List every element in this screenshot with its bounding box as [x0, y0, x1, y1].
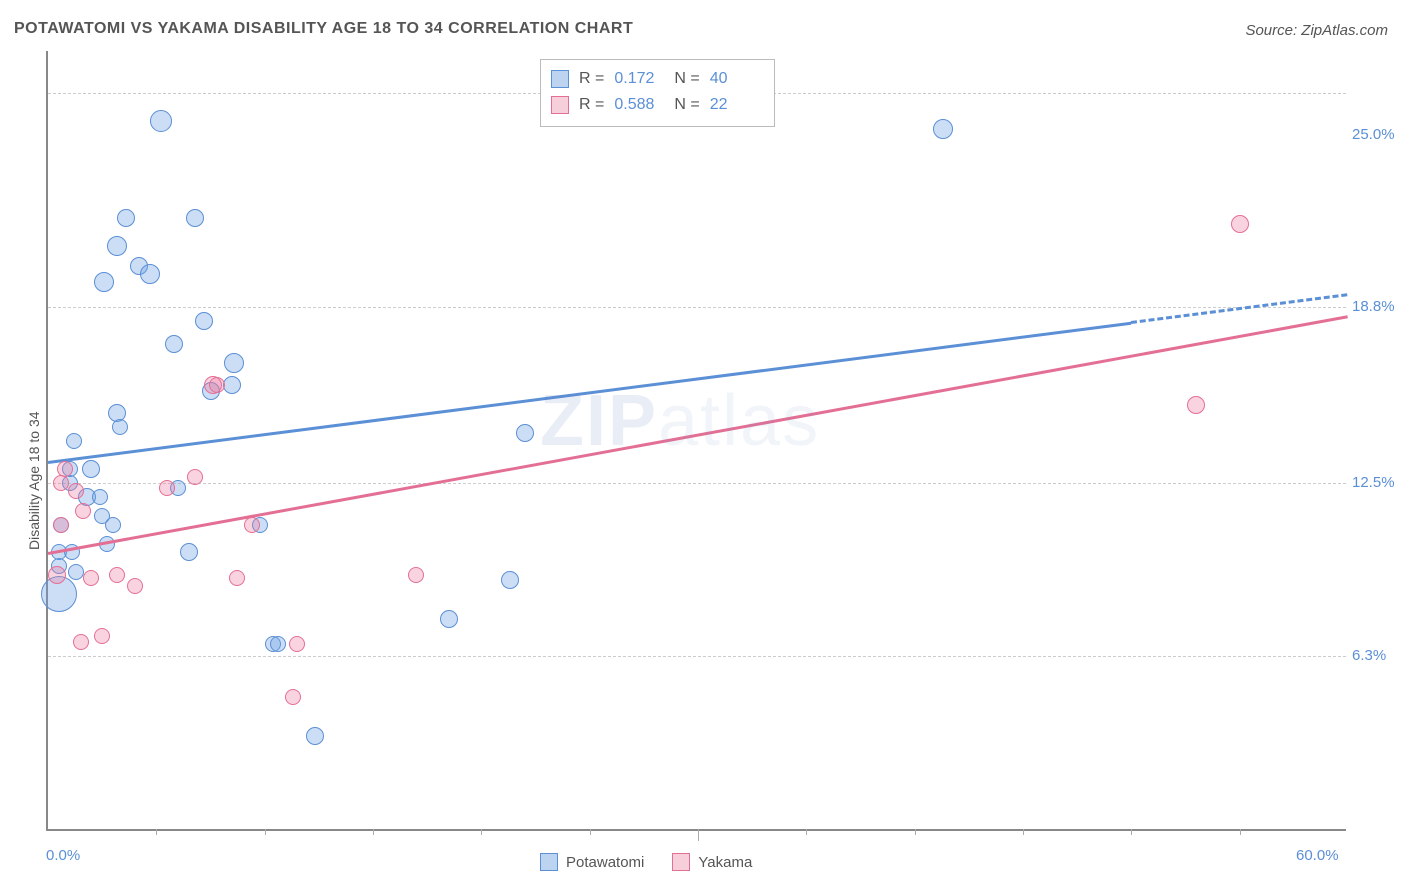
data-point	[83, 570, 99, 586]
data-point	[209, 377, 225, 393]
data-point	[94, 272, 114, 292]
x-tick-label: 0.0%	[46, 847, 80, 864]
y-tick-label: 12.5%	[1352, 474, 1395, 491]
source-label: Source: ZipAtlas.com	[1245, 22, 1388, 39]
data-point	[165, 335, 183, 353]
y-tick-label: 18.8%	[1352, 298, 1395, 315]
stat-r-label: R =	[579, 96, 604, 114]
data-point	[112, 419, 128, 435]
legend-label: Potawatomi	[566, 854, 644, 871]
data-point	[140, 264, 160, 284]
data-point	[75, 503, 91, 519]
data-point	[159, 480, 175, 496]
legend: Potawatomi Yakama	[540, 853, 752, 871]
stat-n-label: N =	[674, 96, 699, 114]
data-point	[82, 460, 100, 478]
data-point	[150, 110, 172, 132]
gridline	[48, 307, 1346, 308]
data-point	[223, 376, 241, 394]
data-point	[186, 209, 204, 227]
x-tick-minor	[373, 829, 374, 835]
x-tick-minor	[915, 829, 916, 835]
data-point	[68, 564, 84, 580]
x-tick-minor	[156, 829, 157, 835]
y-axis-label: Disability Age 18 to 34	[26, 412, 42, 551]
data-point	[229, 570, 245, 586]
x-tick-label: 60.0%	[1296, 847, 1339, 864]
trendline	[1131, 293, 1348, 324]
data-point	[180, 543, 198, 561]
data-point	[66, 433, 82, 449]
legend-swatch	[672, 853, 690, 871]
data-point	[285, 689, 301, 705]
data-point	[440, 610, 458, 628]
stats-row: R = 0.172 N = 40	[551, 66, 760, 92]
data-point	[105, 517, 121, 533]
stats-box: R = 0.172 N = 40 R = 0.588 N = 22	[540, 59, 775, 127]
data-point	[933, 119, 953, 139]
data-point	[1187, 396, 1205, 414]
y-tick-label: 6.3%	[1352, 647, 1386, 664]
data-point	[109, 567, 125, 583]
series-swatch	[551, 96, 569, 114]
plot-area	[46, 51, 1346, 831]
data-point	[53, 475, 69, 491]
stats-row: R = 0.588 N = 22	[551, 92, 760, 118]
chart-title: POTAWATOMI VS YAKAMA DISABILITY AGE 18 T…	[14, 20, 633, 38]
data-point	[1231, 215, 1249, 233]
x-tick-minor	[1023, 829, 1024, 835]
x-tick-minor	[590, 829, 591, 835]
data-point	[48, 566, 66, 584]
gridline	[48, 656, 1346, 657]
stat-r-value: 0.172	[614, 70, 664, 88]
data-point	[53, 517, 69, 533]
data-point	[306, 727, 324, 745]
x-tick-major	[698, 829, 699, 841]
x-tick-minor	[265, 829, 266, 835]
data-point	[68, 483, 84, 499]
data-point	[224, 353, 244, 373]
data-point	[107, 236, 127, 256]
data-point	[408, 567, 424, 583]
data-point	[516, 424, 534, 442]
stat-r-label: R =	[579, 70, 604, 88]
legend-swatch	[540, 853, 558, 871]
x-tick-minor	[481, 829, 482, 835]
data-point	[73, 634, 89, 650]
data-point	[187, 469, 203, 485]
y-tick-label: 25.0%	[1352, 126, 1395, 143]
x-tick-minor	[1131, 829, 1132, 835]
data-point	[57, 461, 73, 477]
data-point	[117, 209, 135, 227]
data-point	[195, 312, 213, 330]
data-point	[244, 517, 260, 533]
legend-item: Potawatomi	[540, 853, 644, 871]
data-point	[270, 636, 286, 652]
gridline	[48, 483, 1346, 484]
data-point	[289, 636, 305, 652]
stat-n-value: 40	[710, 70, 760, 88]
series-swatch	[551, 70, 569, 88]
stat-n-label: N =	[674, 70, 699, 88]
legend-item: Yakama	[672, 853, 752, 871]
x-tick-minor	[1240, 829, 1241, 835]
x-tick-minor	[806, 829, 807, 835]
legend-label: Yakama	[698, 854, 752, 871]
data-point	[92, 489, 108, 505]
stat-n-value: 22	[710, 96, 760, 114]
data-point	[94, 628, 110, 644]
data-point	[501, 571, 519, 589]
stat-r-value: 0.588	[614, 96, 664, 114]
data-point	[127, 578, 143, 594]
